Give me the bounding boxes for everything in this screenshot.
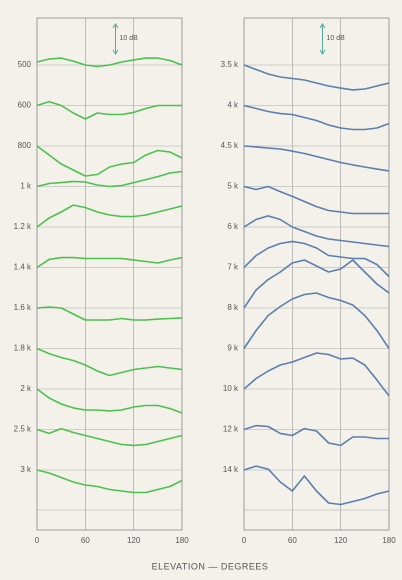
row-label: 12 k	[223, 425, 239, 434]
response-curve	[243, 352, 390, 397]
row-label: 5 k	[227, 182, 239, 191]
row-label: 4.5 k	[221, 141, 239, 150]
x-tick-label: 120	[334, 536, 348, 545]
row-label: 4 k	[227, 101, 239, 110]
row-label: 800	[18, 141, 32, 150]
row-label: 2 k	[20, 384, 32, 393]
x-axis-label: ELEVATION — DEGREES	[152, 561, 269, 571]
scale-arrow	[112, 23, 119, 55]
row-label: 8 k	[227, 303, 239, 312]
response-curve	[36, 347, 183, 377]
response-curve	[243, 465, 390, 506]
response-curve	[243, 215, 390, 248]
x-tick-label: 120	[127, 536, 141, 545]
response-curve	[36, 427, 183, 447]
response-curve	[243, 104, 390, 131]
response-curve	[36, 100, 182, 120]
row-label: 1.8 k	[14, 344, 32, 353]
row-label: 3.5 k	[221, 60, 239, 69]
response-curve	[36, 170, 183, 188]
x-tick-label: 0	[242, 536, 247, 545]
response-curve	[36, 388, 183, 414]
response-curve	[36, 469, 183, 494]
response-curve	[243, 145, 390, 172]
response-curve	[36, 57, 183, 68]
row-label: 1.6 k	[14, 303, 32, 312]
scale-arrow	[319, 23, 326, 55]
row-label: 1.2 k	[14, 222, 32, 231]
row-label: 1.4 k	[14, 263, 32, 272]
response-curve	[243, 240, 390, 278]
row-label: 600	[18, 101, 32, 110]
row-label: 7 k	[227, 263, 239, 272]
scale-label: 10 dB	[327, 35, 346, 42]
response-curve	[36, 204, 183, 228]
row-label: 1 k	[20, 182, 32, 191]
response-curve	[243, 292, 390, 349]
x-tick-label: 60	[288, 536, 297, 545]
scale-label: 10 dB	[120, 35, 139, 42]
panel-frame	[36, 17, 183, 531]
response-curve	[36, 256, 183, 269]
response-curve	[243, 259, 390, 309]
x-tick-label: 60	[81, 536, 90, 545]
x-tick-label: 180	[175, 536, 189, 545]
row-label: 2.5 k	[14, 425, 32, 434]
response-curve	[243, 185, 389, 215]
row-label: 500	[18, 60, 32, 69]
x-tick-label: 0	[35, 536, 40, 545]
response-curve	[36, 145, 183, 177]
x-tick-label: 180	[382, 536, 396, 545]
response-curve	[243, 64, 390, 91]
row-label: 9 k	[227, 344, 239, 353]
row-label: 14 k	[223, 465, 239, 474]
row-label: 3 k	[20, 465, 32, 474]
response-curve	[36, 306, 183, 321]
row-label: 6 k	[227, 222, 239, 231]
row-label: 10 k	[223, 384, 239, 393]
response-curve	[243, 424, 389, 447]
